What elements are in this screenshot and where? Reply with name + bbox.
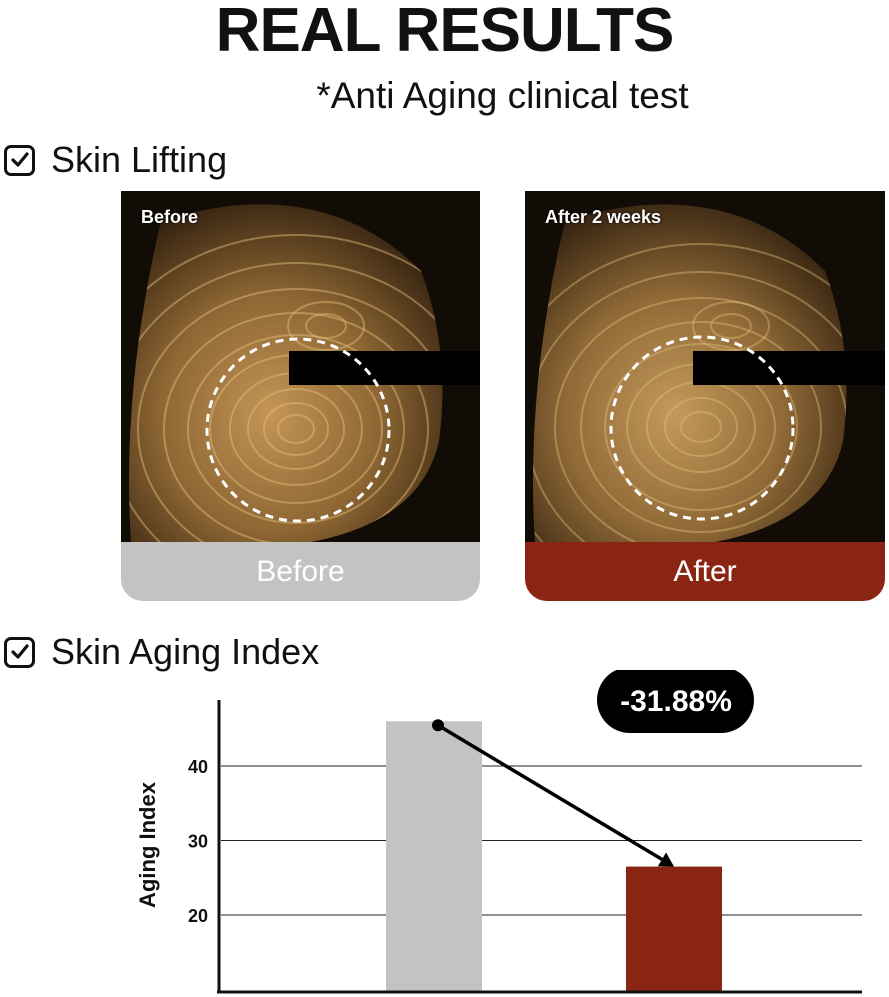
before-face-photo <box>121 191 480 542</box>
page-subtitle: *Anti Aging clinical test <box>316 75 689 116</box>
change-arrow-head <box>657 852 674 867</box>
after-face-photo <box>525 191 885 542</box>
section-label: Skin Lifting <box>51 139 228 180</box>
before-photo-card: Before Before <box>121 191 480 601</box>
before-caption: Before <box>121 542 480 601</box>
photo-tag-before: Before <box>141 207 199 227</box>
bar-before <box>386 721 482 992</box>
photo-tag-after: After 2 weeks <box>545 207 662 227</box>
section-skin-lifting: Skin Lifting <box>4 140 227 180</box>
change-badge-label: -31.88% <box>620 685 732 718</box>
page-title: REAL RESULTS <box>215 0 675 65</box>
checkbox-icon <box>4 636 35 668</box>
after-photo-card: After 2 weeks After <box>525 191 885 601</box>
y-tick-label: 20 <box>188 906 208 926</box>
y-tick-label: 40 <box>188 757 208 777</box>
change-arrow-line <box>437 723 663 861</box>
bar-after <box>626 866 722 992</box>
section-skin-aging-index: Skin Aging Index <box>4 632 319 672</box>
after-caption: After <box>525 542 885 601</box>
aging-index-chart: 20 30 40 Aging Index -31.88% <box>135 670 862 994</box>
change-badge: -31.88% <box>597 670 754 733</box>
section-label: Skin Aging Index <box>51 631 320 672</box>
y-axis-label: Aging Index <box>135 781 160 908</box>
checkbox-icon <box>4 144 35 176</box>
y-tick-label: 30 <box>188 832 208 852</box>
change-badge-bg <box>597 670 754 733</box>
